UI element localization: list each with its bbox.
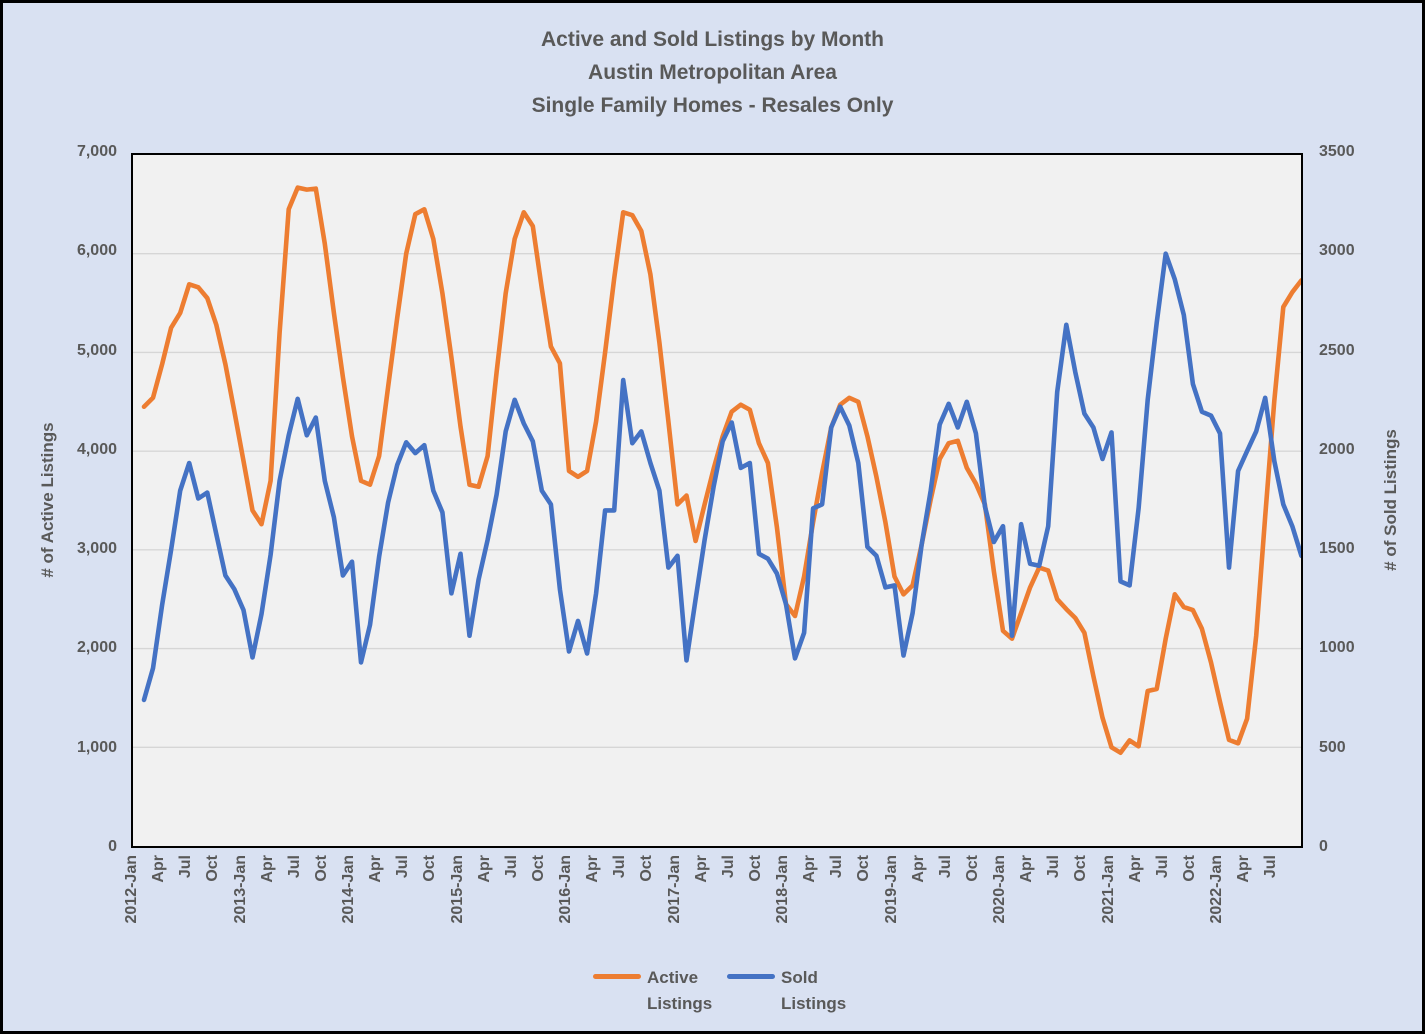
right-axis-tick: 500 bbox=[1319, 738, 1346, 756]
chart-title: Active and Sold Listings by Month Austin… bbox=[3, 23, 1422, 122]
left-axis-tick: 5,000 bbox=[76, 341, 117, 359]
x-axis-tick: Apr bbox=[258, 855, 276, 883]
x-axis-tick: Jul bbox=[828, 855, 846, 879]
x-axis-tick: 2013-Jan bbox=[231, 855, 249, 924]
right-axis-tick: 3000 bbox=[1319, 242, 1355, 260]
legend-label-sold-listings: Sold Listings bbox=[781, 968, 847, 1013]
x-axis-tick: Apr bbox=[150, 855, 168, 883]
left-axis-tick: 3,000 bbox=[76, 540, 117, 558]
x-axis-tick: Oct bbox=[855, 855, 873, 882]
x-axis-tick: 2018-Jan bbox=[774, 855, 792, 924]
right-axis-tick: 2000 bbox=[1319, 440, 1355, 458]
x-axis-tick: Apr bbox=[475, 855, 493, 883]
x-axis-tick: Apr bbox=[801, 855, 819, 883]
x-axis-tick: 2019-Jan bbox=[882, 855, 900, 924]
left-axis-tick: 0 bbox=[108, 838, 117, 855]
x-axis-tick: Oct bbox=[1072, 855, 1090, 882]
x-axis-tick: 2015-Jan bbox=[448, 855, 466, 924]
plot-area bbox=[131, 153, 1303, 848]
legend-item-sold-listings: Sold Listings bbox=[727, 965, 846, 1017]
x-axis-tick: Jul bbox=[719, 855, 737, 879]
x-axis-tick: Oct bbox=[529, 855, 547, 882]
chart-title-line-2: Austin Metropolitan Area bbox=[588, 61, 837, 84]
sold-listings-swatch bbox=[727, 974, 775, 979]
x-axis-tick: 2020-Jan bbox=[991, 855, 1009, 924]
left-axis-tick: 1,000 bbox=[76, 738, 117, 756]
chart-title-line-3: Single Family Homes - Resales Only bbox=[531, 94, 894, 117]
chart-title-line-1: Active and Sold Listings by Month bbox=[540, 28, 884, 51]
right-axis-tick: 1000 bbox=[1319, 639, 1355, 657]
right-axis-tick: 2500 bbox=[1319, 341, 1355, 359]
left-axis-tick: 2,000 bbox=[76, 639, 117, 657]
right-axis-tick: 0 bbox=[1319, 838, 1328, 855]
chart-canvas bbox=[133, 185, 1301, 756]
active-listings-line bbox=[141, 185, 1301, 756]
x-axis-tick: Apr bbox=[367, 855, 385, 883]
x-axis-tick: Jul bbox=[611, 855, 629, 879]
x-axis-tick: Oct bbox=[312, 855, 330, 882]
left-axis-tick: 4,000 bbox=[76, 440, 117, 458]
x-axis-tick: 2014-Jan bbox=[340, 855, 357, 924]
x-axis-tick: Jul bbox=[936, 855, 954, 879]
legend-item-active-listings: Active Listings bbox=[593, 965, 712, 1017]
x-axis-tick: 2017-Jan bbox=[665, 855, 683, 924]
x-axis-tick: Apr bbox=[1126, 855, 1144, 883]
legend-label-active-listings: Active Listings bbox=[647, 968, 713, 1013]
x-axis-tick: Jul bbox=[502, 855, 520, 879]
left-axis-tick: 7,000 bbox=[76, 143, 117, 160]
right-axis-title: # of Sold Listings bbox=[1381, 429, 1400, 571]
x-axis-tick: Jul bbox=[1045, 855, 1063, 879]
active-listings-swatch bbox=[593, 974, 641, 979]
x-axis-tick: Oct bbox=[638, 855, 656, 882]
left-axis-title: # of Active Listings bbox=[38, 422, 57, 578]
x-axis-tick: 2016-Jan bbox=[557, 855, 575, 924]
x-axis-tick: Oct bbox=[963, 855, 981, 882]
right-axis-tick: 3500 bbox=[1319, 143, 1355, 160]
left-axis-tick: 6,000 bbox=[76, 242, 117, 260]
x-axis-tick: Oct bbox=[421, 855, 439, 882]
sold-listings-line bbox=[141, 251, 1301, 703]
x-axis-tick: Oct bbox=[204, 855, 222, 882]
x-axis-tick: Jul bbox=[285, 855, 303, 879]
x-axis-tick: 2022-Jan bbox=[1208, 855, 1226, 924]
x-axis-tick: Oct bbox=[746, 855, 764, 882]
x-axis-tick: Apr bbox=[692, 855, 710, 883]
x-axis-tick: Jul bbox=[177, 855, 195, 879]
x-axis-tick: Jul bbox=[1153, 855, 1171, 879]
x-axis-tick: Apr bbox=[1018, 855, 1036, 883]
x-axis-tick: Apr bbox=[1235, 855, 1253, 883]
x-axis-tick: Jul bbox=[394, 855, 412, 879]
right-axis-tick: 1500 bbox=[1319, 540, 1355, 558]
x-axis-tick: Oct bbox=[1180, 855, 1198, 882]
x-axis-tick: Apr bbox=[909, 855, 927, 883]
x-axis-tick: 2021-Jan bbox=[1099, 855, 1117, 924]
x-axis-tick: 2012-Jan bbox=[123, 855, 140, 924]
x-axis-tick: Apr bbox=[584, 855, 602, 883]
x-axis-tick: Jul bbox=[1262, 855, 1280, 879]
